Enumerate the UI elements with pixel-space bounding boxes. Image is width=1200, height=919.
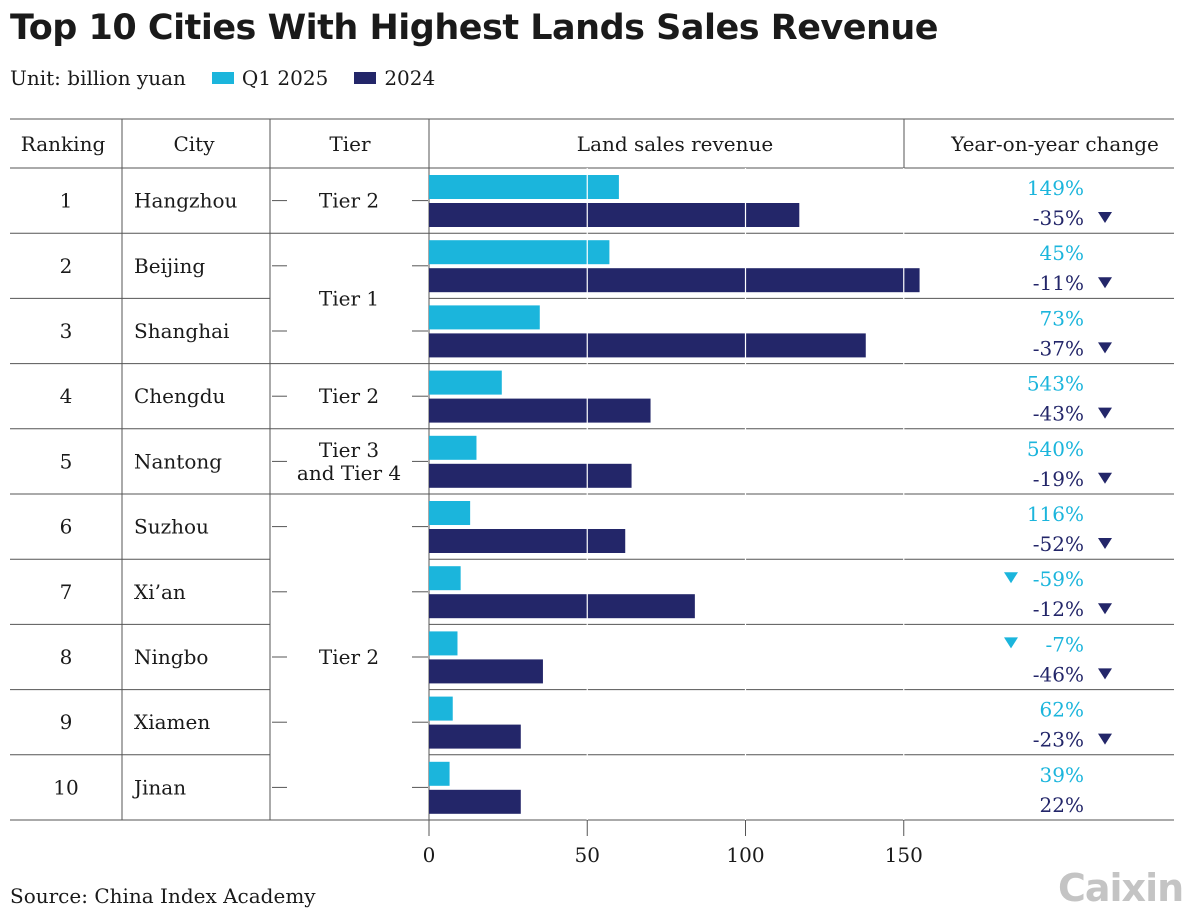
- yoy-q1-2025: 73%: [1040, 306, 1084, 330]
- tier-label: Tier 3: [319, 438, 379, 462]
- legend: Unit: billion yuan Q1 2025 2024: [10, 66, 435, 90]
- legend-item-q1-2025: Q1 2025: [211, 66, 329, 90]
- legend-swatch-q1-2025: [211, 72, 234, 84]
- bar-2024: [429, 463, 632, 488]
- caixin-logo: Caixin: [1058, 866, 1184, 910]
- rank-label: 7: [60, 580, 73, 604]
- city-label: Xi’an: [134, 580, 186, 604]
- rank-label: 9: [60, 710, 73, 734]
- city-label: Xiamen: [134, 710, 210, 734]
- rank-label: 2: [60, 254, 73, 278]
- bar-2024: [429, 203, 800, 227]
- yoy-2024: -46%: [1033, 662, 1084, 686]
- yoy-q1-2025: 45%: [1040, 241, 1084, 265]
- bar-2024: [429, 659, 543, 684]
- rank-label: 10: [53, 775, 78, 799]
- city-label: Nantong: [134, 449, 222, 473]
- yoy-2024: -43%: [1033, 402, 1084, 426]
- bar-q1-2025: [429, 305, 540, 330]
- source-note: Source: China Index Academy: [10, 884, 316, 908]
- yoy-2024: -35%: [1033, 206, 1084, 230]
- yoy-q1-2025: -59%: [1033, 567, 1084, 591]
- yoy-q1-2025: 116%: [1027, 502, 1084, 526]
- city-label: Ningbo: [134, 645, 208, 669]
- yoy-2024: -52%: [1033, 532, 1084, 556]
- city-label: Jinan: [132, 775, 186, 799]
- yoy-2024: -11%: [1033, 271, 1084, 295]
- header-revenue: Land sales revenue: [577, 132, 773, 156]
- header-city: City: [173, 132, 215, 156]
- tier-label: Tier 2: [319, 189, 379, 213]
- legend-label-2024: 2024: [384, 66, 436, 90]
- down-triangle-icon: [1098, 538, 1112, 549]
- header-tier: Tier: [329, 132, 371, 156]
- down-triangle-icon: [1098, 277, 1112, 289]
- x-tick-label: 0: [423, 843, 436, 867]
- yoy-2024: -12%: [1033, 597, 1084, 621]
- city-label: Chengdu: [134, 384, 226, 408]
- bar-2024: [429, 594, 695, 619]
- city-label: Beijing: [134, 254, 205, 278]
- rank-label: 5: [60, 449, 73, 473]
- city-label: Hangzhou: [134, 189, 238, 213]
- bar-q1-2025: [429, 761, 450, 786]
- x-tick-label: 50: [575, 843, 600, 867]
- down-triangle-icon: [1098, 342, 1112, 354]
- yoy-q1-2025: 543%: [1027, 372, 1084, 396]
- bar-2024: [429, 398, 651, 423]
- chart-title: Top 10 Cities With Highest Lands Sales R…: [10, 8, 939, 48]
- down-triangle-icon: [1004, 637, 1018, 649]
- down-triangle-icon: [1098, 212, 1112, 223]
- legend-swatch-2024: [354, 72, 377, 84]
- yoy-2024: -37%: [1033, 336, 1084, 360]
- header-yoy: Year-on-year change: [950, 132, 1159, 156]
- down-triangle-icon: [1098, 668, 1112, 680]
- tier-label: and Tier 4: [297, 461, 401, 485]
- city-label: Suzhou: [134, 515, 209, 539]
- down-triangle-icon: [1098, 603, 1112, 615]
- rank-label: 6: [60, 515, 73, 539]
- yoy-2024: -23%: [1033, 728, 1084, 752]
- header-ranking: Ranking: [21, 132, 106, 156]
- rank-label: 3: [60, 319, 73, 343]
- bar-2024: [429, 529, 626, 553]
- tier-label: Tier 2: [319, 384, 379, 408]
- bar-q1-2025: [429, 696, 453, 721]
- yoy-2024: 22%: [1040, 793, 1084, 817]
- down-triangle-icon: [1004, 572, 1018, 584]
- yoy-q1-2025: 149%: [1027, 176, 1084, 200]
- bar-q1-2025: [429, 501, 471, 525]
- tier-label: Tier 2: [319, 645, 379, 669]
- legend-item-2024: 2024: [354, 66, 435, 90]
- x-tick-label: 150: [885, 843, 923, 867]
- rank-label: 1: [60, 189, 73, 213]
- yoy-q1-2025: 62%: [1040, 698, 1084, 722]
- bar-q1-2025: [429, 175, 619, 199]
- bar-q1-2025: [429, 435, 477, 460]
- tier-label: Tier 1: [319, 286, 379, 310]
- bar-2024: [429, 268, 920, 293]
- yoy-q1-2025: 39%: [1040, 763, 1084, 787]
- yoy-2024: -19%: [1033, 467, 1084, 491]
- rank-label: 4: [60, 384, 73, 408]
- down-triangle-icon: [1098, 472, 1112, 484]
- bar-q1-2025: [429, 240, 610, 265]
- legend-label-q1-2025: Q1 2025: [241, 66, 329, 90]
- yoy-q1-2025: -7%: [1046, 632, 1085, 656]
- bar-2024: [429, 333, 866, 358]
- down-triangle-icon: [1098, 407, 1112, 419]
- down-triangle-icon: [1098, 733, 1112, 745]
- x-tick-label: 100: [726, 843, 764, 867]
- bar-2024: [429, 789, 521, 814]
- unit-label: Unit: billion yuan: [10, 66, 186, 90]
- rank-label: 8: [60, 645, 73, 669]
- bar-q1-2025: [429, 566, 461, 591]
- bar-q1-2025: [429, 631, 458, 656]
- yoy-q1-2025: 540%: [1027, 437, 1084, 461]
- bar-q1-2025: [429, 370, 502, 395]
- city-label: Shanghai: [134, 319, 229, 343]
- bar-2024: [429, 724, 521, 749]
